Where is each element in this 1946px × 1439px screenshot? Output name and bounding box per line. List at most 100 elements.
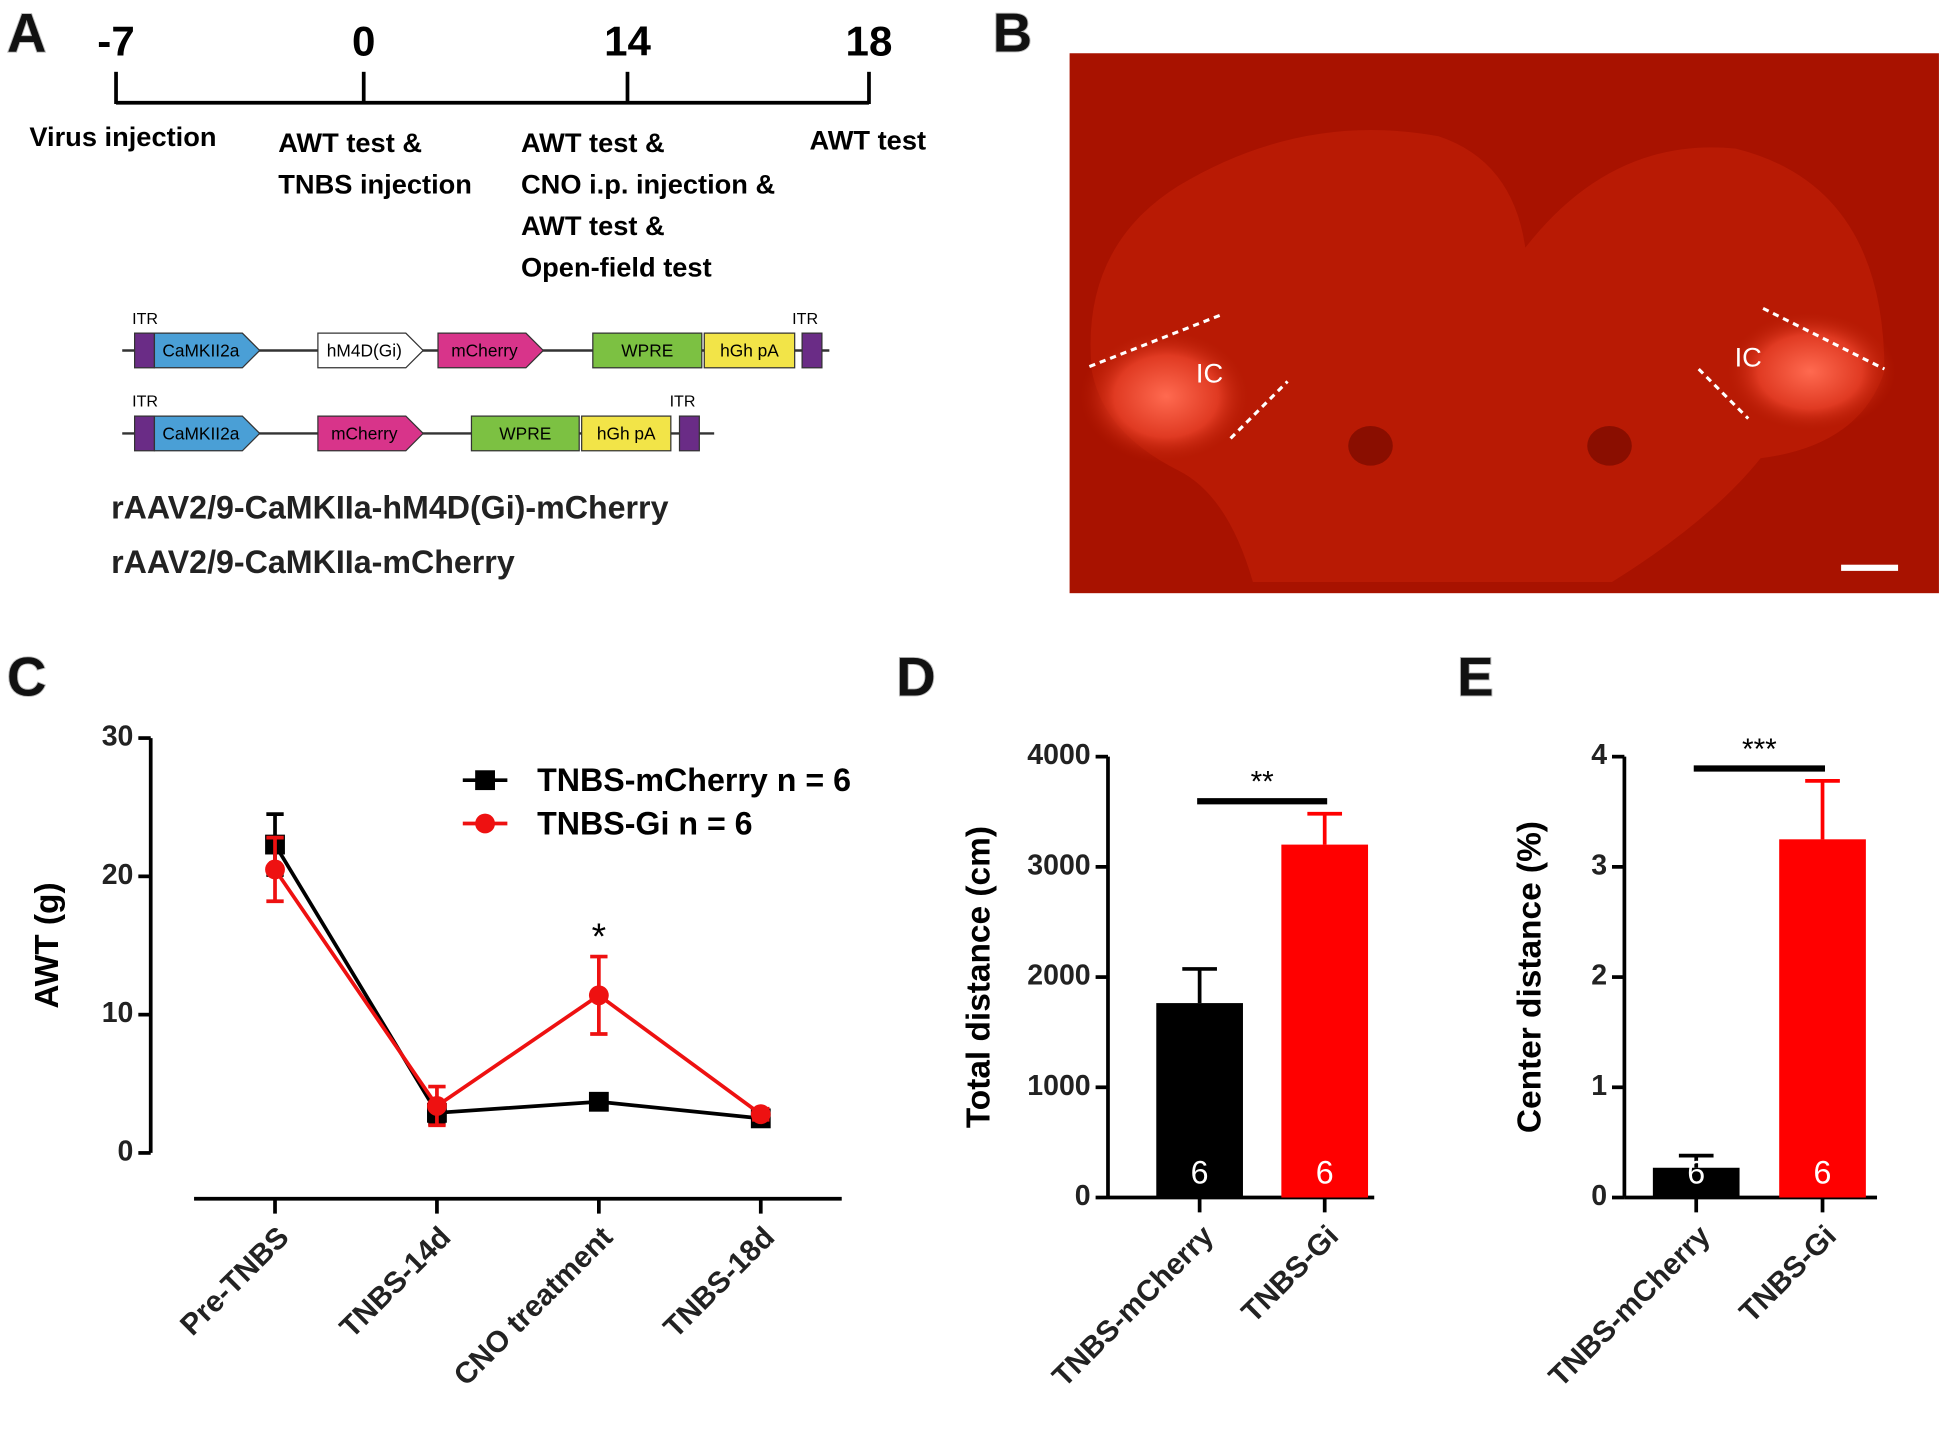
x-tick-label: TNBS-Gi	[1733, 1219, 1843, 1329]
timeline-day: 0	[352, 18, 375, 65]
vector-name: rAAV2/9-CaMKIIa-hM4D(Gi)-mCherry	[111, 490, 669, 526]
y-tick-label: 4000	[1027, 739, 1090, 771]
series-line	[273, 843, 761, 1121]
error-bar	[1805, 779, 1840, 840]
n-label: 6	[1316, 1155, 1334, 1191]
timeline-event: AWT test &	[278, 127, 422, 158]
y-tick-label: 0	[1591, 1180, 1607, 1212]
micrograph	[1069, 53, 1939, 594]
error-bar	[1182, 967, 1217, 1004]
marker	[750, 1104, 771, 1125]
significance: ***	[1742, 733, 1777, 766]
x-tick-label: TNBS-mCherry	[1046, 1219, 1220, 1393]
construct-element	[470, 415, 580, 452]
construct-element	[317, 415, 425, 452]
annotation: *	[592, 915, 606, 957]
n-label: 6	[1687, 1155, 1705, 1191]
itr-label: ITR	[670, 393, 696, 411]
construct-label: CaMKII2a	[162, 423, 239, 443]
region-label: IC	[1196, 357, 1223, 388]
legend-label: TNBS-Gi n = 6	[537, 806, 753, 842]
construct-element	[437, 332, 545, 369]
itr-box	[678, 415, 700, 452]
marker	[265, 859, 285, 880]
panel-label: C	[7, 647, 46, 708]
construct-element	[317, 332, 425, 369]
marker	[588, 985, 609, 1006]
panel-label: E	[1457, 647, 1493, 708]
x-tick-label: TNBS-18d	[657, 1221, 781, 1345]
y-tick-label: 1	[1591, 1070, 1607, 1102]
y-tick-label: 3	[1591, 849, 1607, 881]
bar	[1652, 1167, 1740, 1198]
y-tick-label: 4	[1591, 739, 1607, 771]
x-tick-label: TNBS-14d	[334, 1221, 458, 1345]
y-tick-label: 1000	[1027, 1070, 1090, 1102]
construct-element	[153, 332, 261, 369]
y-axis-label: Center distance (%)	[1511, 821, 1548, 1133]
construct-label: WPRE	[499, 423, 551, 443]
x-tick-label: TNBS-mCherry	[1543, 1219, 1717, 1393]
n-label: 6	[1191, 1155, 1209, 1191]
construct-label: hM4D(Gi)	[327, 340, 402, 360]
y-tick-label: 20	[102, 859, 134, 891]
panel-label: B	[993, 3, 1032, 64]
timeline-day: -7	[97, 18, 134, 65]
itr-label: ITR	[132, 310, 158, 328]
n-label: 6	[1814, 1155, 1832, 1191]
timeline-event: AWT test	[810, 125, 927, 156]
vector-name: rAAV2/9-CaMKIIa-mCherry	[111, 544, 515, 580]
legend-label: TNBS-mCherry n = 6	[537, 762, 851, 798]
timeline-event: AWT test &	[521, 210, 665, 241]
y-tick-label: 30	[102, 721, 134, 753]
x-tick-label: TNBS-Gi	[1235, 1219, 1345, 1329]
timeline-event: CNO i.p. injection &	[521, 169, 775, 200]
x-tick-label: Pre-TNBS	[174, 1221, 295, 1342]
construct-element	[581, 415, 672, 452]
bar	[1281, 844, 1369, 1198]
error-bar	[1678, 1153, 1714, 1168]
significance: **	[1251, 766, 1275, 799]
construct-element	[703, 332, 796, 369]
series-line	[273, 868, 762, 1116]
construct-label: WPRE	[621, 340, 673, 360]
construct-label: hGh pA	[597, 423, 656, 443]
error-bar	[1307, 811, 1343, 845]
construct-label: CaMKII2a	[162, 340, 239, 360]
timeline-day: 14	[604, 18, 651, 65]
panel-label: A	[7, 3, 46, 64]
y-tick-label: 0	[1075, 1180, 1091, 1212]
region-label: IC	[1735, 341, 1762, 372]
bar	[1156, 1003, 1243, 1198]
timeline-event: AWT test &	[521, 127, 665, 158]
y-tick-label: 10	[102, 997, 134, 1029]
y-tick-label: 3000	[1027, 849, 1090, 881]
timeline-event: Open-field test	[521, 252, 712, 283]
bar	[1779, 839, 1866, 1198]
legend-marker	[475, 813, 495, 834]
itr-label: ITR	[792, 310, 818, 328]
y-tick-label: 2000	[1027, 960, 1090, 992]
marker	[427, 1096, 447, 1116]
construct-element	[153, 415, 261, 452]
timeline-day: 18	[846, 18, 893, 65]
construct-label: hGh pA	[720, 340, 779, 360]
itr-box	[133, 415, 156, 452]
timeline-event: TNBS injection	[278, 169, 472, 200]
panel-label: D	[896, 647, 935, 708]
y-axis-label: Total distance (cm)	[960, 826, 997, 1128]
itr-box	[133, 332, 156, 369]
timeline-event: Virus injection	[29, 121, 216, 152]
construct-element	[592, 332, 703, 369]
x-tick-label: CNO treatment	[448, 1221, 620, 1393]
legend-marker	[475, 770, 495, 791]
y-tick-label: 0	[118, 1135, 134, 1167]
y-axis-label: AWT (g)	[29, 882, 66, 1008]
y-tick-label: 2	[1591, 960, 1607, 992]
construct-label: mCherry	[331, 423, 398, 443]
itr-box	[801, 332, 823, 369]
construct-label: mCherry	[451, 340, 518, 360]
marker	[588, 1091, 609, 1112]
